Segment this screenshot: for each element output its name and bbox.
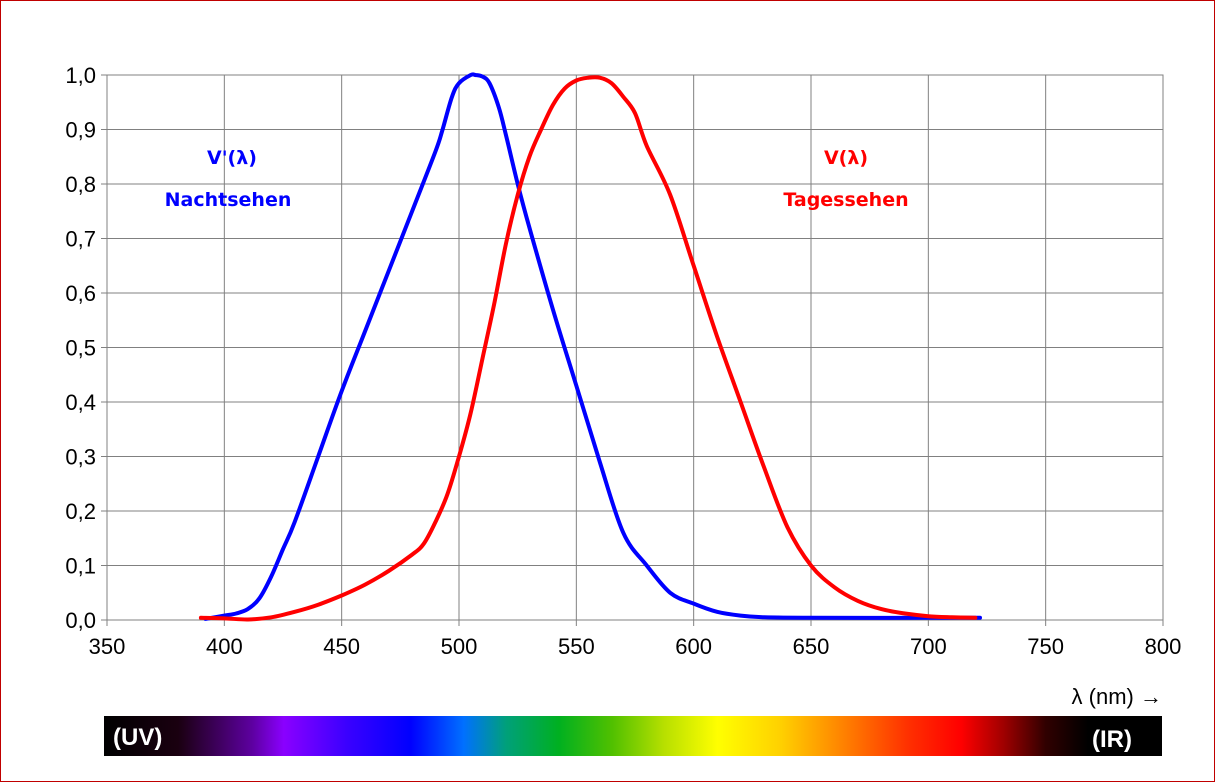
x-tick-label: 750 (1027, 634, 1064, 659)
y-tick-label: 1,0 (65, 63, 96, 88)
series-subtitle-scotopic: Nachtsehen (165, 189, 292, 211)
x-tick-labels: 350 400 450 500 550 600 650 700 750 800 (89, 634, 1182, 659)
x-tick-label: 400 (206, 634, 243, 659)
x-tick-label: 450 (323, 634, 360, 659)
y-tick-label: 0,6 (65, 281, 96, 306)
x-tick-label: 350 (89, 634, 126, 659)
y-tick-label: 0,4 (65, 390, 96, 415)
y-tick-label: 0,8 (65, 172, 96, 197)
series-subtitle-photopic: Tagessehen (783, 189, 908, 211)
x-tick-label: 650 (793, 634, 830, 659)
x-tick-label: 500 (441, 634, 478, 659)
series-line-scotopic (203, 72, 982, 621)
y-tick-label: 0,5 (65, 336, 96, 361)
y-tick-label: 0,9 (65, 118, 96, 143)
x-tick-label: 700 (910, 634, 947, 659)
axes (101, 74, 1164, 626)
plot-area (106, 74, 1164, 621)
series-label-scotopic: V'(λ) (207, 147, 257, 169)
y-tick-labels: 0,0 0,1 0,2 0,3 0,4 0,5 0,6 0,7 0,8 0,9 1,0 (65, 63, 96, 633)
series-lines (198, 72, 982, 622)
x-axis-label: λ (nm) → (1072, 684, 1162, 709)
series-line-photopic (198, 75, 978, 622)
y-tick-label: 0,0 (65, 608, 96, 633)
x-tick-label: 800 (1145, 634, 1182, 659)
spectrum-label-ir: (IR) (1092, 726, 1132, 753)
y-tick-label: 0,3 (65, 445, 96, 470)
x-tick-label: 600 (675, 634, 712, 659)
series-label-photopic: V(λ) (824, 147, 868, 169)
spectrum-label-uv: (UV) (113, 724, 162, 751)
spectrum-bar (104, 716, 1162, 756)
grid (106, 74, 1164, 621)
y-tick-label: 0,2 (65, 499, 96, 524)
y-tick-label: 0,1 (65, 554, 96, 579)
x-tick-label: 550 (558, 634, 595, 659)
y-tick-label: 0,7 (65, 227, 96, 252)
